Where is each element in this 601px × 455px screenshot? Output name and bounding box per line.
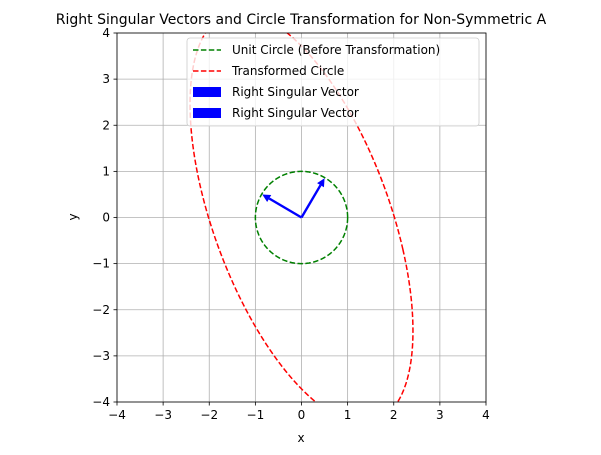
x-tick-label: 4 [482,408,490,422]
chart-title: Right Singular Vectors and Circle Transf… [56,12,547,28]
x-tick-label: −4 [108,408,126,422]
singular-vector-arrow-shaft [300,184,322,219]
y-tick-label: 2 [102,118,110,132]
unit-circle-line [254,170,349,265]
x-tick-label: −1 [247,408,265,422]
y-tick-label: −4 [92,395,110,409]
x-tick-label: 3 [436,408,444,422]
x-axis-label: x [297,431,304,445]
y-tick-label: −3 [92,349,110,363]
legend-box [186,37,480,127]
legend: Unit Circle (Before Transformation) Trans… [186,37,480,127]
y-tick-label: −2 [92,303,110,317]
legend-label: Unit Circle (Before Transformation) [232,43,440,57]
singular-vector-arrow-head [317,178,325,188]
singular-vector-arrow-head [262,194,272,202]
y-tick-label: 0 [102,211,110,225]
series-layer [189,33,414,402]
legend-patch-swatch [193,87,221,97]
x-tick-label: −3 [154,408,172,422]
y-tick-label: 4 [102,26,110,40]
x-tick-label: −2 [200,408,218,422]
x-tick-label: 0 [298,408,306,422]
legend-label: Transformed Circle [231,64,344,78]
x-tick-label: 1 [344,408,352,422]
y-tick-label: 3 [102,72,110,86]
y-tick-label: −1 [92,257,110,271]
ticks: −4 −3 −2 −1 0 1 2 3 4 −4 −3 −2 −1 0 1 2 3 4 [92,26,490,422]
legend-label: Right Singular Vector [232,85,359,99]
y-axis-label: y [66,213,80,220]
x-tick-label: 2 [390,408,398,422]
legend-label: Right Singular Vector [232,106,359,120]
singular-vector-arrow-shaft [268,197,303,219]
y-tick-label: 1 [102,164,110,178]
legend-patch-swatch [193,108,221,118]
